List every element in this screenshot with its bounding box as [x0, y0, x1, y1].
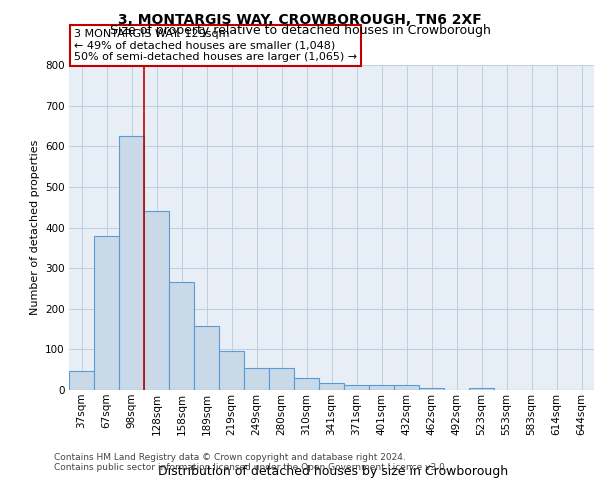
Bar	[144, 211, 169, 390]
Bar	[469, 388, 494, 390]
Text: Contains HM Land Registry data © Crown copyright and database right 2024.: Contains HM Land Registry data © Crown c…	[54, 452, 406, 462]
Y-axis label: Number of detached properties: Number of detached properties	[29, 140, 40, 315]
Bar	[419, 388, 444, 390]
Bar	[394, 385, 419, 390]
Bar	[94, 236, 119, 390]
Text: 3, MONTARGIS WAY, CROWBOROUGH, TN6 2XF: 3, MONTARGIS WAY, CROWBOROUGH, TN6 2XF	[118, 12, 482, 26]
Text: Contains public sector information licensed under the Open Government Licence v3: Contains public sector information licen…	[54, 462, 448, 471]
Bar	[194, 326, 219, 390]
Bar	[69, 370, 94, 390]
Bar	[244, 368, 269, 390]
Bar	[169, 282, 194, 390]
Text: Size of property relative to detached houses in Crowborough: Size of property relative to detached ho…	[110, 24, 490, 37]
Bar	[344, 385, 369, 390]
Bar	[219, 350, 244, 390]
Bar	[369, 385, 394, 390]
Bar	[119, 136, 144, 390]
Bar	[319, 382, 344, 390]
Bar	[294, 378, 319, 390]
Text: Distribution of detached houses by size in Crowborough: Distribution of detached houses by size …	[158, 464, 508, 477]
Text: 3 MONTARGIS WAY: 129sqm
← 49% of detached houses are smaller (1,048)
50% of semi: 3 MONTARGIS WAY: 129sqm ← 49% of detache…	[74, 28, 358, 62]
Bar	[269, 368, 294, 390]
